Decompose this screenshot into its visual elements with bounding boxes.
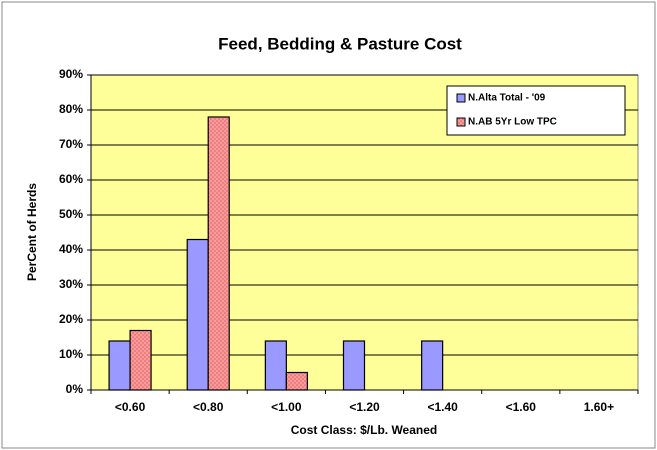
- legend-box: [446, 85, 626, 136]
- x-tick-label: <1.20: [349, 400, 380, 414]
- y-tick-label: 70%: [59, 137, 83, 151]
- bar: [186, 238, 209, 391]
- y-tick-label: 20%: [59, 312, 83, 326]
- bar: [207, 116, 230, 391]
- legend-swatch: [456, 93, 466, 103]
- y-tick-label: 40%: [59, 242, 83, 256]
- x-tick-label: <0.80: [193, 400, 224, 414]
- x-tick-label: <1.40: [427, 400, 458, 414]
- y-tick-label: 50%: [59, 207, 83, 221]
- x-tick-label: <0.60: [115, 400, 146, 414]
- bar: [108, 340, 131, 391]
- x-tick-label: <1.60: [506, 400, 537, 414]
- legend-label: N.Alta Total - '09: [468, 93, 546, 104]
- legend-swatch: [456, 117, 466, 127]
- y-tick-label: 0%: [66, 382, 84, 396]
- x-tick-label: 1.60+: [584, 400, 614, 414]
- y-tick-label: 30%: [59, 277, 83, 291]
- y-tick-label: 60%: [59, 172, 83, 186]
- bar: [264, 340, 287, 391]
- x-tick-label: <1.00: [271, 400, 302, 414]
- y-tick-label: 80%: [59, 102, 83, 116]
- y-tick-label: 10%: [59, 347, 83, 361]
- bar: [129, 329, 152, 391]
- chart-title: Feed, Bedding & Pasture Cost: [218, 34, 462, 53]
- x-axis-label: Cost Class: $/Lb. Weaned: [291, 423, 437, 437]
- bar: [285, 371, 308, 391]
- legend-label: N.AB 5Yr Low TPC: [468, 117, 557, 128]
- bar: [421, 340, 444, 391]
- y-tick-label: 90%: [59, 67, 83, 81]
- y-axis-label: PerCent of Herds: [25, 183, 39, 281]
- bar: [342, 340, 366, 391]
